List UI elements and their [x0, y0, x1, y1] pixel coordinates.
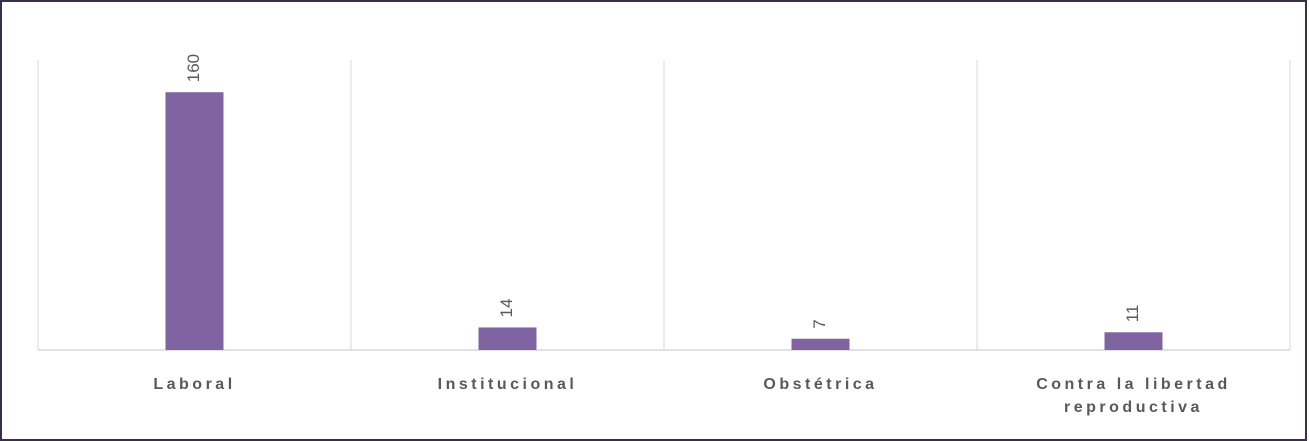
- bar: [792, 339, 850, 350]
- page: 160 14 7 11 Laboral Institucional Obstétrica C…: [0, 0, 1309, 441]
- category-label: Laboral: [60, 373, 330, 396]
- value-label: 7: [810, 319, 829, 328]
- category-label: Obstétrica: [686, 373, 956, 396]
- category-label: Contra la libertad reproductiva: [999, 373, 1269, 419]
- bar: [479, 327, 537, 350]
- bar: [166, 92, 224, 350]
- value-label: 14: [497, 299, 516, 318]
- value-label: 11: [1123, 305, 1142, 323]
- value-label: 160: [184, 54, 203, 82]
- category-label: Institucional: [373, 373, 643, 396]
- bar: [1105, 332, 1163, 350]
